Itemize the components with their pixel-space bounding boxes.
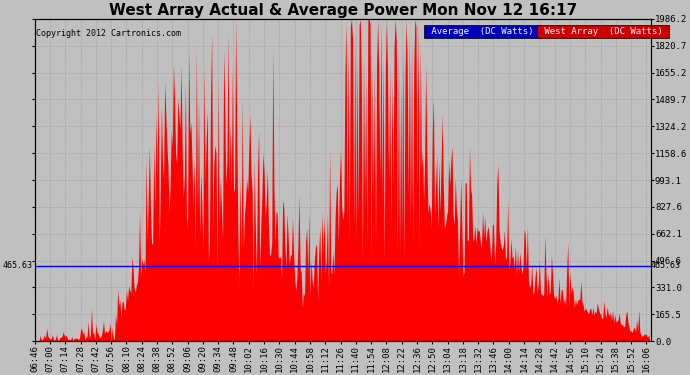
Text: 465.63: 465.63 (3, 261, 32, 270)
Title: West Array Actual & Average Power Mon Nov 12 16:17: West Array Actual & Average Power Mon No… (108, 3, 577, 18)
Text: 465.63: 465.63 (651, 261, 681, 270)
Text: Copyright 2012 Cartronics.com: Copyright 2012 Cartronics.com (36, 28, 181, 38)
Text: Average  (DC Watts): Average (DC Watts) (426, 27, 539, 36)
Text: West Array  (DC Watts): West Array (DC Watts) (539, 27, 668, 36)
